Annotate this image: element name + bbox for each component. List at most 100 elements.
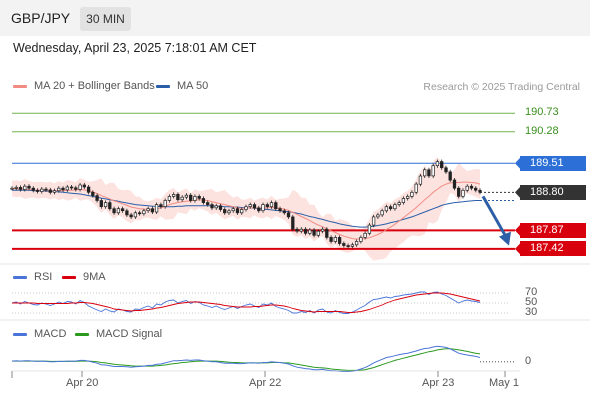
candle [265, 204, 269, 207]
legend-rsi: RSI [13, 271, 52, 283]
candle [18, 187, 23, 190]
candle [299, 228, 303, 232]
candle [431, 165, 435, 177]
candle [286, 212, 291, 218]
candle [401, 198, 406, 203]
forecast-arrow [481, 195, 509, 240]
legend-macd-signal: MACD Signal [75, 328, 162, 340]
candle [189, 194, 193, 201]
candle [14, 187, 18, 189]
candle [137, 212, 142, 215]
candle [120, 208, 125, 212]
candle [418, 175, 423, 185]
candle [240, 209, 244, 214]
candle [159, 204, 163, 207]
legend-macd-signal-label: MACD Signal [96, 328, 163, 340]
candle [444, 167, 448, 173]
candle [388, 206, 393, 210]
candle [44, 188, 48, 191]
legend-rsi-ma-label: 9MA [83, 271, 106, 283]
candle [48, 189, 52, 193]
candle [282, 210, 286, 214]
target-level-label: 190.73 [525, 106, 559, 119]
candle [244, 206, 248, 210]
candle [235, 208, 240, 214]
candle [61, 187, 65, 191]
header-bar: GBP/JPY 30 MIN [0, 0, 590, 36]
candle [99, 200, 103, 207]
candle [31, 187, 35, 191]
candle [176, 194, 180, 201]
candle [163, 200, 167, 207]
candle [86, 186, 91, 193]
candle [448, 171, 452, 181]
macd-signal-line [12, 348, 481, 371]
candle [112, 208, 116, 214]
candle [74, 187, 78, 190]
macd-line [11, 345, 481, 372]
candle [218, 205, 223, 210]
candle [427, 169, 431, 177]
candle [435, 161, 440, 167]
legend-macd-signal-swatch [75, 332, 89, 336]
legend-ma50-swatch [156, 84, 170, 88]
candle [295, 228, 299, 232]
candle [291, 216, 295, 230]
candle [201, 198, 206, 203]
candle [10, 187, 14, 190]
symbol-title: GBP/JPY [11, 10, 71, 26]
candle [376, 214, 380, 218]
candle [337, 237, 342, 244]
candle [406, 196, 410, 199]
candle [410, 191, 414, 197]
chart-datetime: Wednesday, April 23, 2025 7:18:01 AM CET [13, 41, 257, 55]
candle [252, 204, 257, 209]
candle [27, 185, 31, 189]
candle [82, 184, 86, 188]
legend-rsi-ma: 9MA [62, 271, 106, 283]
candle [397, 202, 401, 205]
x-tick-label: May 1 [489, 377, 519, 389]
candle [129, 214, 133, 218]
timeframe-button[interactable]: 30 MIN [80, 7, 131, 31]
candle [316, 230, 320, 236]
candle [206, 202, 210, 205]
candle [329, 237, 333, 242]
candle [465, 185, 469, 191]
legend-macd: MACD [13, 328, 66, 340]
candle [23, 185, 27, 190]
candle [57, 187, 61, 192]
candle [346, 245, 350, 247]
macd-tick-label: 0 [525, 354, 532, 367]
level-tag-support: 187.42 [520, 241, 586, 257]
candle [227, 210, 231, 214]
candle [180, 196, 184, 201]
candle [146, 208, 150, 212]
candle [312, 229, 316, 236]
candle [461, 189, 465, 197]
level-tag-current: 188.80 [520, 184, 586, 200]
candle [231, 208, 235, 212]
candle [342, 243, 346, 246]
candle [333, 237, 337, 242]
candle [125, 210, 129, 216]
candle [320, 228, 325, 232]
candle [384, 206, 389, 212]
candle [142, 210, 146, 215]
candle [69, 186, 74, 189]
level-tag-resistance: 189.51 [520, 155, 586, 171]
candle [133, 212, 138, 218]
x-tick-label: Apr 23 [422, 377, 455, 389]
legend-ma50-label: MA 50 [177, 80, 209, 92]
candle [423, 169, 427, 177]
candle [91, 191, 95, 196]
legend-macd-label: MACD [34, 328, 67, 340]
x-tick-label: Apr 20 [66, 377, 99, 389]
candle [474, 187, 478, 191]
candle [303, 228, 308, 234]
candle [172, 194, 176, 197]
candle [248, 204, 252, 207]
candle [223, 209, 227, 214]
legend-ma20: MA 20 + Bollinger Bands [13, 80, 155, 92]
